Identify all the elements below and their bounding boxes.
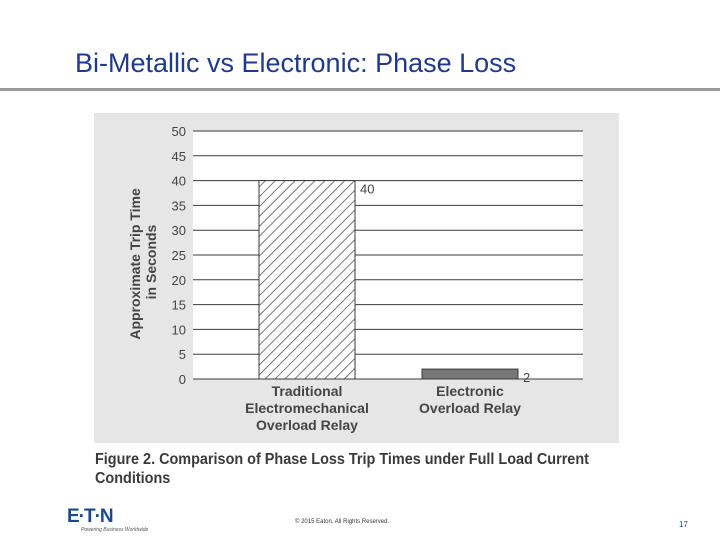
y-axis-label-line1: Approximate Trip Time — [127, 188, 143, 340]
y-tick-label-10: 10 — [172, 322, 186, 337]
y-tick-label-20: 20 — [172, 273, 186, 288]
copyright-notice: © 2015 Eaton. All Rights Reserved. — [295, 519, 390, 525]
eaton-logo: E·T·N — [67, 506, 114, 527]
y-tick-label-5: 5 — [179, 347, 186, 362]
y-tick-label-35: 35 — [172, 198, 186, 213]
y-tick-label-50: 50 — [172, 124, 186, 139]
slide-title: Bi-Metallic vs Electronic: Phase Loss — [75, 48, 517, 78]
bars: 40 2 — [258, 180, 530, 385]
x-category-label-0-line1: Electromechanical — [245, 400, 369, 416]
y-tick-label-25: 25 — [172, 248, 186, 263]
x-category-label-1-line1: Overload Relay — [419, 400, 521, 416]
y-axis-label: Approximate Trip Time in Seconds — [127, 184, 159, 339]
y-tick-label-30: 30 — [172, 223, 186, 238]
y-axis-ticks: 0 5 10 15 20 25 30 35 40 45 50 — [172, 124, 186, 387]
logo-tagline: Powering Business Worldwide — [81, 527, 149, 533]
bar-0 — [258, 180, 356, 380]
bar-1 — [421, 368, 519, 380]
y-axis-label-line2: in Seconds — [143, 224, 159, 299]
bar-value-label-0: 40 — [360, 182, 374, 197]
x-category-label-0-line2: Overload Relay — [256, 417, 358, 433]
bar-value-label-1: 2 — [523, 370, 530, 385]
y-tick-label-15: 15 — [172, 298, 186, 313]
y-tick-label-45: 45 — [172, 149, 186, 164]
page-number: 17 — [679, 520, 688, 529]
y-tick-label-0: 0 — [179, 372, 186, 387]
x-category-label-1-line0: Electronic — [436, 383, 504, 399]
x-category-label-0-line0: Traditional — [272, 383, 343, 399]
y-tick-label-40: 40 — [172, 174, 186, 189]
figure-caption: Figure 2. Comparison of Phase Loss Trip … — [95, 451, 589, 487]
title-divider — [0, 88, 720, 91]
